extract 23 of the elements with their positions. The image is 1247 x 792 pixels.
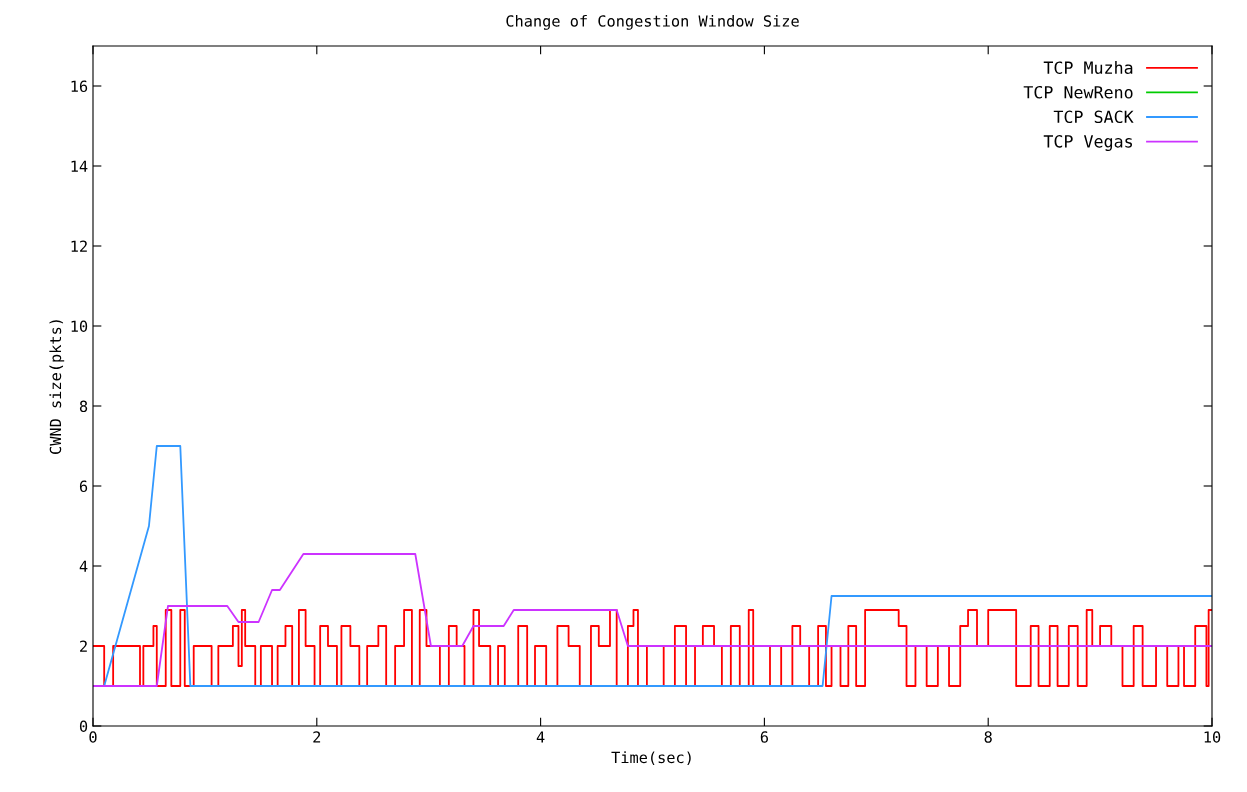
legend-label: TCP Muzha — [1043, 61, 1133, 74]
line-series — [93, 553, 1212, 687]
x-tick-label: 6 — [760, 731, 769, 743]
chart-title: Change of Congestion Window Size — [506, 14, 799, 30]
y-tick-label: 2 — [80, 640, 87, 652]
legend-label: TCP Vegas — [1043, 135, 1133, 151]
legend-label: TCP SACK — [1053, 110, 1134, 124]
y-axis-title: CWND size(pkts) — [49, 320, 65, 454]
y-tick-label: 14 — [71, 160, 88, 172]
legend-label: TCP NewReno — [1023, 85, 1133, 99]
y-tick-label: 12 — [71, 240, 87, 252]
y-tick-label: 0 — [79, 720, 88, 733]
x-tick-label: 4 — [536, 731, 545, 743]
y-tick-label: 10 — [71, 320, 88, 333]
x-tick-label: 2 — [313, 731, 321, 743]
x-tick-label: 8 — [984, 731, 992, 743]
y-tick-label: 8 — [79, 400, 88, 413]
y-tick-label: 4 — [79, 560, 88, 572]
x-axis-title: Time(sec) — [611, 751, 691, 765]
x-tick-label: 10 — [1204, 731, 1221, 743]
x-tick-label: 0 — [89, 731, 97, 743]
y-tick-label: 6 — [79, 480, 88, 493]
y-tick-label: 16 — [71, 80, 88, 93]
